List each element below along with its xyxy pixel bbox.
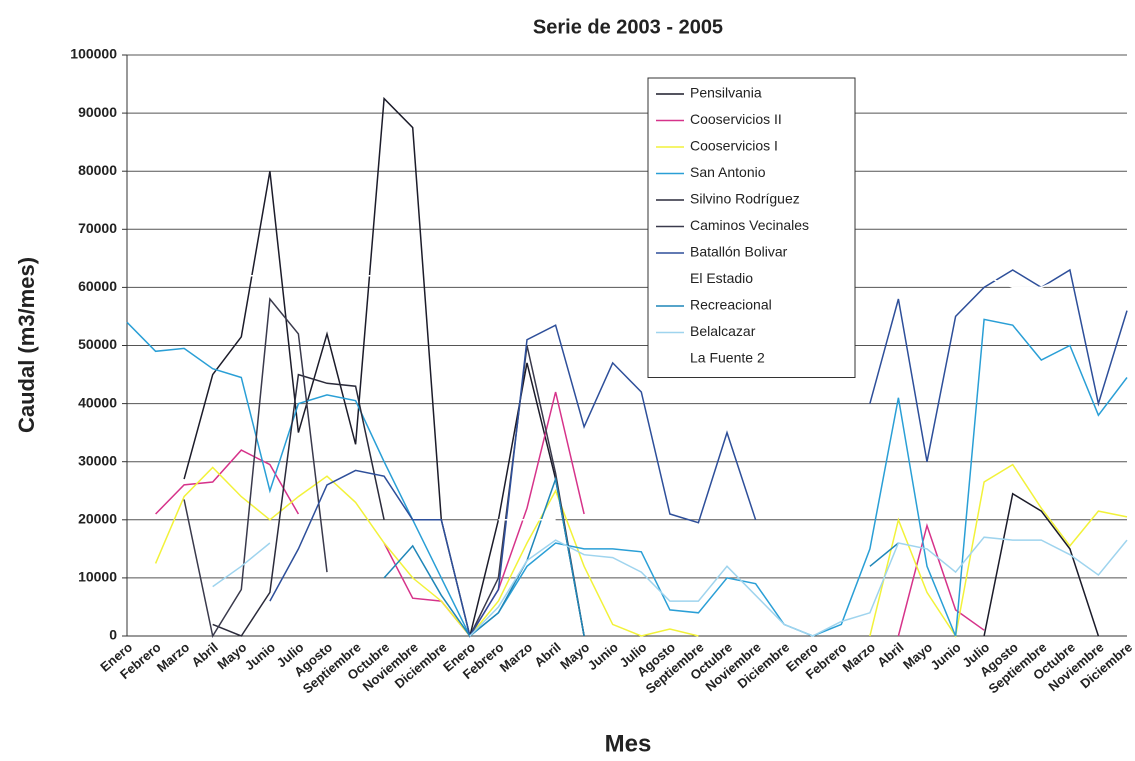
series-line [212, 373, 385, 637]
x-tick-label: Junio [928, 639, 964, 673]
y-tick-label: 20000 [78, 511, 117, 527]
y-tick-label: 10000 [78, 569, 117, 585]
y-tick-label: 30000 [78, 452, 117, 468]
y-tick-label: 60000 [78, 278, 117, 294]
legend-label: Batallón Bolivar [690, 244, 788, 260]
x-tick-label: Abril [531, 639, 563, 670]
x-tick-label: Mayo [900, 639, 935, 672]
y-tick-label: 80000 [78, 162, 117, 178]
legend-label: Silvino Rodríguez [690, 191, 800, 207]
y-tick-label: 40000 [78, 394, 117, 410]
series-line [241, 275, 1071, 289]
legend-label: Cooservicios I [690, 138, 778, 154]
series-line [126, 318, 1128, 638]
legend-label: La Fuente 2 [690, 350, 765, 366]
series-line [212, 536, 1128, 637]
y-tick-label: 50000 [78, 336, 117, 352]
series-line [183, 297, 585, 638]
x-axis-label: Mes [605, 730, 652, 757]
x-tick-label: Abril [874, 639, 906, 670]
legend-label: Cooservicios II [690, 111, 782, 127]
legend-label: Recreacional [690, 297, 772, 313]
x-tick-label: Marzo [154, 639, 192, 675]
x-tick-label: Marzo [840, 639, 878, 675]
y-tick-label: 70000 [78, 220, 117, 236]
legend-label: Belalcazar [690, 323, 756, 339]
legend-label: San Antonio [690, 164, 766, 180]
y-tick-label: 90000 [78, 104, 117, 120]
x-tick-label: Junio [585, 639, 621, 673]
x-tick-label: Abril [189, 639, 221, 670]
series-line [154, 463, 1128, 638]
x-tick-label: Mayo [214, 639, 249, 672]
legend-label: Caminos Vecinales [690, 217, 809, 233]
series-line [383, 476, 899, 638]
legend-box [647, 77, 856, 378]
series-line [183, 96, 1100, 637]
legend-label: El Estadio [690, 270, 753, 286]
x-tick-label: Mayo [557, 639, 592, 672]
chart-title: Serie de 2003 - 2005 [533, 16, 723, 38]
x-tick-label: Marzo [497, 639, 535, 675]
legend-label: Pensilvania [690, 85, 762, 101]
y-axis-label: Caudal (m3/mes) [14, 257, 39, 433]
y-tick-label: 0 [109, 627, 117, 643]
x-tick-label: Junio [242, 639, 278, 673]
series-line [269, 268, 1128, 638]
y-tick-label: 100000 [70, 46, 117, 62]
